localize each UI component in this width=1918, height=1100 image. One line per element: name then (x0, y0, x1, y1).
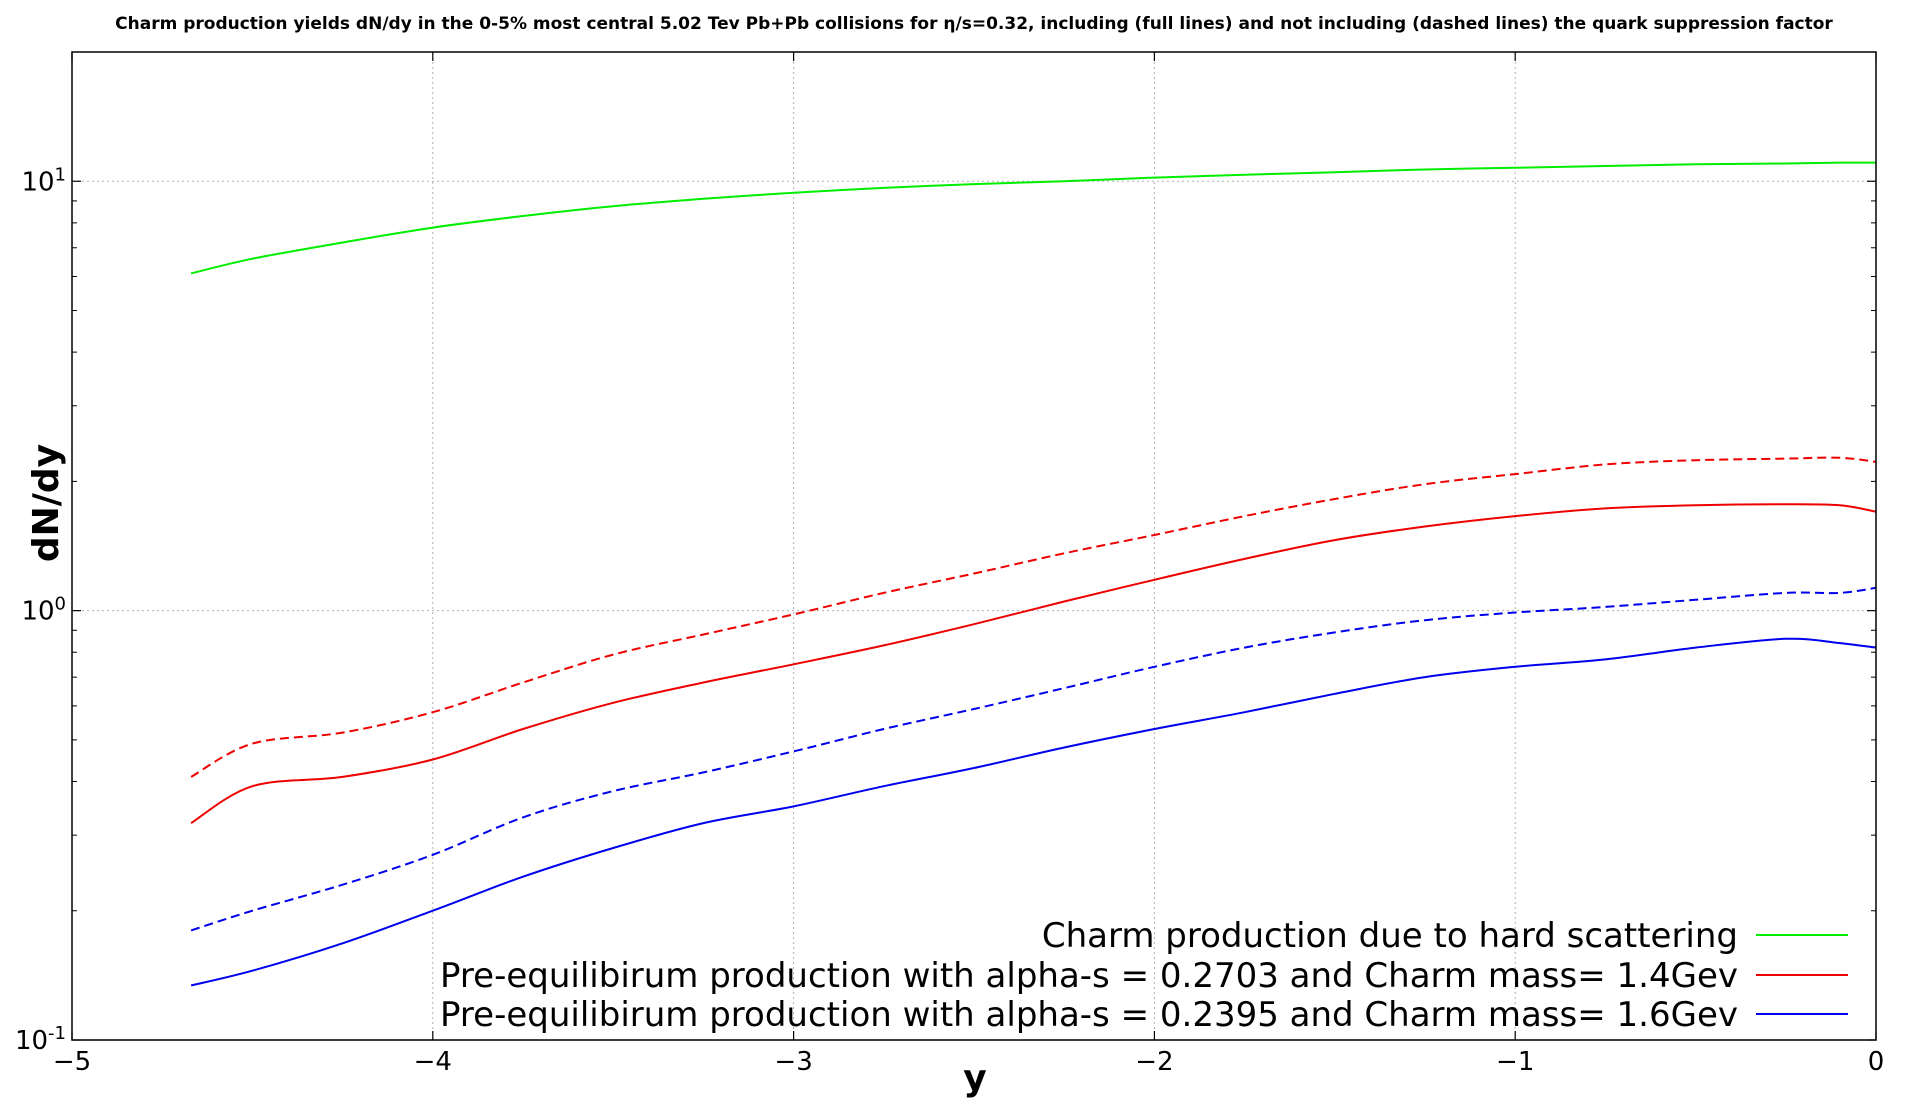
axis-ticks: −5 −4 −3 −2 −1 0 10-1 100 101 (15, 52, 1884, 1077)
series-line-5-solid (190, 637, 1877, 987)
grid (71, 52, 1877, 1041)
x-tick-label: −4 (414, 1047, 452, 1077)
x-tick-label: −3 (774, 1047, 812, 1077)
x-tick-label: −2 (1135, 1047, 1173, 1077)
series-line-2-dashed (190, 456, 1877, 778)
x-tick-label: −5 (53, 1047, 91, 1077)
series-line-3-solid (190, 503, 1877, 824)
x-axis-label: y (963, 1058, 986, 1099)
y-axis-label: dN/dy (26, 444, 67, 562)
legend-label: Pre-equilibirum production with alpha-s … (440, 995, 1738, 1035)
x-tick-label: −1 (1496, 1047, 1534, 1077)
series-line-1-solid (190, 161, 1877, 275)
y-tick-label: 10-1 (15, 1023, 66, 1056)
series-group (190, 161, 1877, 987)
plot-frame (71, 51, 1877, 1041)
chart-title: Charm production yields dN/dy in the 0-5… (115, 14, 1833, 34)
legend-label: Charm production due to hard scattering (1042, 916, 1738, 956)
legend: Charm production due to hard scatteringP… (440, 916, 1848, 1035)
series-line-4-dashed (190, 586, 1877, 932)
x-tick-label: 0 (1868, 1047, 1885, 1077)
y-tick-label: 100 (21, 594, 66, 627)
legend-label: Pre-equilibirum production with alpha-s … (440, 956, 1738, 996)
y-tick-label: 101 (21, 164, 66, 197)
